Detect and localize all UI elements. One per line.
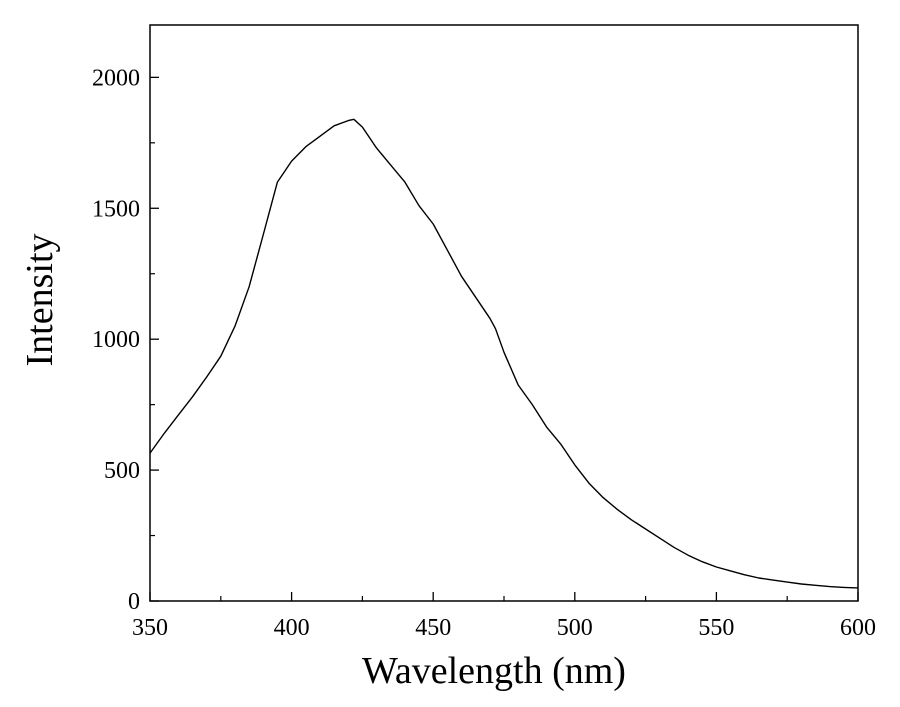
y-axis-title: Intensity: [19, 234, 61, 367]
series-line: [149, 118, 859, 589]
x-tick-label: 550: [698, 615, 734, 641]
y-tick-label: 2000: [92, 65, 140, 91]
y-tick-label: 500: [104, 458, 140, 484]
y-tick-label: 1000: [92, 327, 140, 353]
series-layer: [149, 118, 859, 589]
y-axis-tick-labels: 0 500 1000 1500 2000: [92, 65, 140, 615]
x-tick-label: 500: [557, 615, 593, 641]
y-axis-ticks: [150, 76, 159, 602]
x-tick-label: 350: [132, 615, 168, 641]
x-axis-title: Wavelength (nm): [362, 650, 626, 692]
x-axis-tick-labels: 350 400 450 500 550 600: [132, 615, 876, 641]
y-tick-label: 1500: [92, 196, 140, 222]
y-tick-label: 0: [128, 589, 140, 615]
x-tick-label: 400: [274, 615, 310, 641]
plot-frame: [149, 24, 859, 602]
x-axis-ticks: [149, 592, 859, 601]
x-tick-label: 600: [840, 615, 876, 641]
x-tick-label: 450: [415, 615, 451, 641]
